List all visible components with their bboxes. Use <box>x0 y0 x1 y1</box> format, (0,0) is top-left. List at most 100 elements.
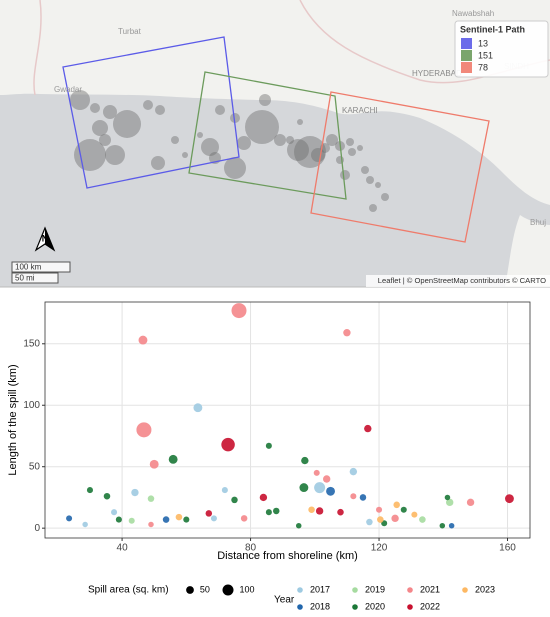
point <box>337 508 344 516</box>
point <box>162 516 170 523</box>
point <box>111 509 118 516</box>
year-legend-label: 2022 <box>420 601 440 611</box>
point <box>175 513 183 521</box>
point <box>349 467 358 476</box>
map-legend-swatch <box>461 62 472 73</box>
spill-spot <box>92 120 108 136</box>
map-legend-label: 78 <box>478 62 488 72</box>
spill-spot <box>155 105 165 115</box>
point <box>240 515 248 522</box>
place-label: Turbat <box>118 27 142 36</box>
point <box>393 501 400 509</box>
spill-spot <box>90 103 100 113</box>
point <box>231 303 247 319</box>
spill-spot <box>245 110 279 144</box>
satellite-path <box>188 71 347 200</box>
point <box>295 522 302 529</box>
point <box>326 486 335 496</box>
size-legend-label: 100 <box>240 584 255 594</box>
spill-spot <box>201 138 219 156</box>
land <box>0 0 550 205</box>
point <box>66 515 73 522</box>
point <box>505 494 514 504</box>
spill-spot <box>348 148 356 156</box>
plot-border <box>44 301 531 539</box>
point <box>221 437 235 452</box>
point <box>366 518 373 526</box>
spill-spot <box>182 152 188 158</box>
y-tick-label: 150 <box>23 338 40 349</box>
spill-spot <box>70 90 90 110</box>
point <box>322 475 331 483</box>
spill-spot <box>346 138 354 146</box>
plot-panel <box>45 302 530 538</box>
point <box>343 329 351 337</box>
x-axis-label: Distance from shoreline (km) <box>217 550 358 562</box>
year-legend-label: 2017 <box>310 584 330 594</box>
scale-bar <box>11 272 59 284</box>
year-legend-dot <box>297 587 303 593</box>
point <box>439 522 446 529</box>
spill-spot <box>297 119 303 125</box>
x-tick-label: 40 <box>117 543 129 554</box>
year-legend-label: 2019 <box>365 584 385 594</box>
spill-spot <box>357 145 363 151</box>
north-label: N <box>42 233 49 243</box>
year-legend-title: Year <box>274 595 295 606</box>
point <box>138 335 148 345</box>
place-label: KARACHI <box>342 106 378 115</box>
size-legend-dot <box>186 586 194 594</box>
point <box>168 454 178 464</box>
map-legend-label: 13 <box>478 38 488 48</box>
point <box>265 509 272 516</box>
map-legend-title: Sentinel-1 Path <box>460 24 525 34</box>
map-legend-swatch <box>461 38 472 49</box>
attribution[interactable]: Leaflet | © OpenStreetMap contributors ©… <box>378 276 546 285</box>
spill-spot <box>151 156 165 170</box>
spill-spot <box>287 139 309 161</box>
scale-label: 50 mi <box>15 274 35 283</box>
point <box>148 521 154 528</box>
spill-spot <box>224 157 246 179</box>
point <box>231 496 238 504</box>
point <box>193 403 203 413</box>
scale-label: 100 km <box>15 263 42 272</box>
attribution-bg <box>366 275 550 287</box>
size-legend-dot <box>222 584 234 596</box>
point <box>115 516 122 523</box>
spill-spot <box>259 94 271 106</box>
spill-spot <box>113 110 141 138</box>
point <box>149 459 159 469</box>
point <box>444 494 451 501</box>
spill-spot <box>361 166 369 174</box>
satellite-path <box>62 36 240 189</box>
year-legend-label: 2018 <box>310 601 330 611</box>
place-label: HYDERABAD <box>412 69 462 78</box>
x-tick-label: 80 <box>245 543 257 554</box>
y-axis-label: Length of the spill (km) <box>7 364 19 475</box>
place-label: Nawabshah <box>452 9 494 18</box>
spill-spot <box>99 134 111 146</box>
point <box>314 482 326 494</box>
spill-spot <box>294 136 326 168</box>
point <box>446 498 454 507</box>
point <box>210 515 217 522</box>
year-legend-label: 2020 <box>365 601 385 611</box>
satellite-path <box>310 91 490 243</box>
year-legend-label: 2021 <box>420 584 440 594</box>
point <box>313 469 320 476</box>
point <box>411 511 418 518</box>
point <box>301 456 309 465</box>
y-tick-label: 100 <box>23 400 40 411</box>
x-tick-label: 160 <box>499 543 516 554</box>
scatter-plot: 0 50 100 150 40 80 120 160 Distance from shoreli… <box>7 301 531 611</box>
map-legend-label: 151 <box>478 50 493 60</box>
spill-spot <box>230 113 240 123</box>
y-tick-label: 50 <box>29 461 41 472</box>
point <box>419 516 426 523</box>
spill-spot <box>103 105 117 119</box>
scale-bar <box>11 261 71 273</box>
size-legend-label: 50 <box>200 584 210 594</box>
place-label: Gwadar <box>54 85 82 94</box>
